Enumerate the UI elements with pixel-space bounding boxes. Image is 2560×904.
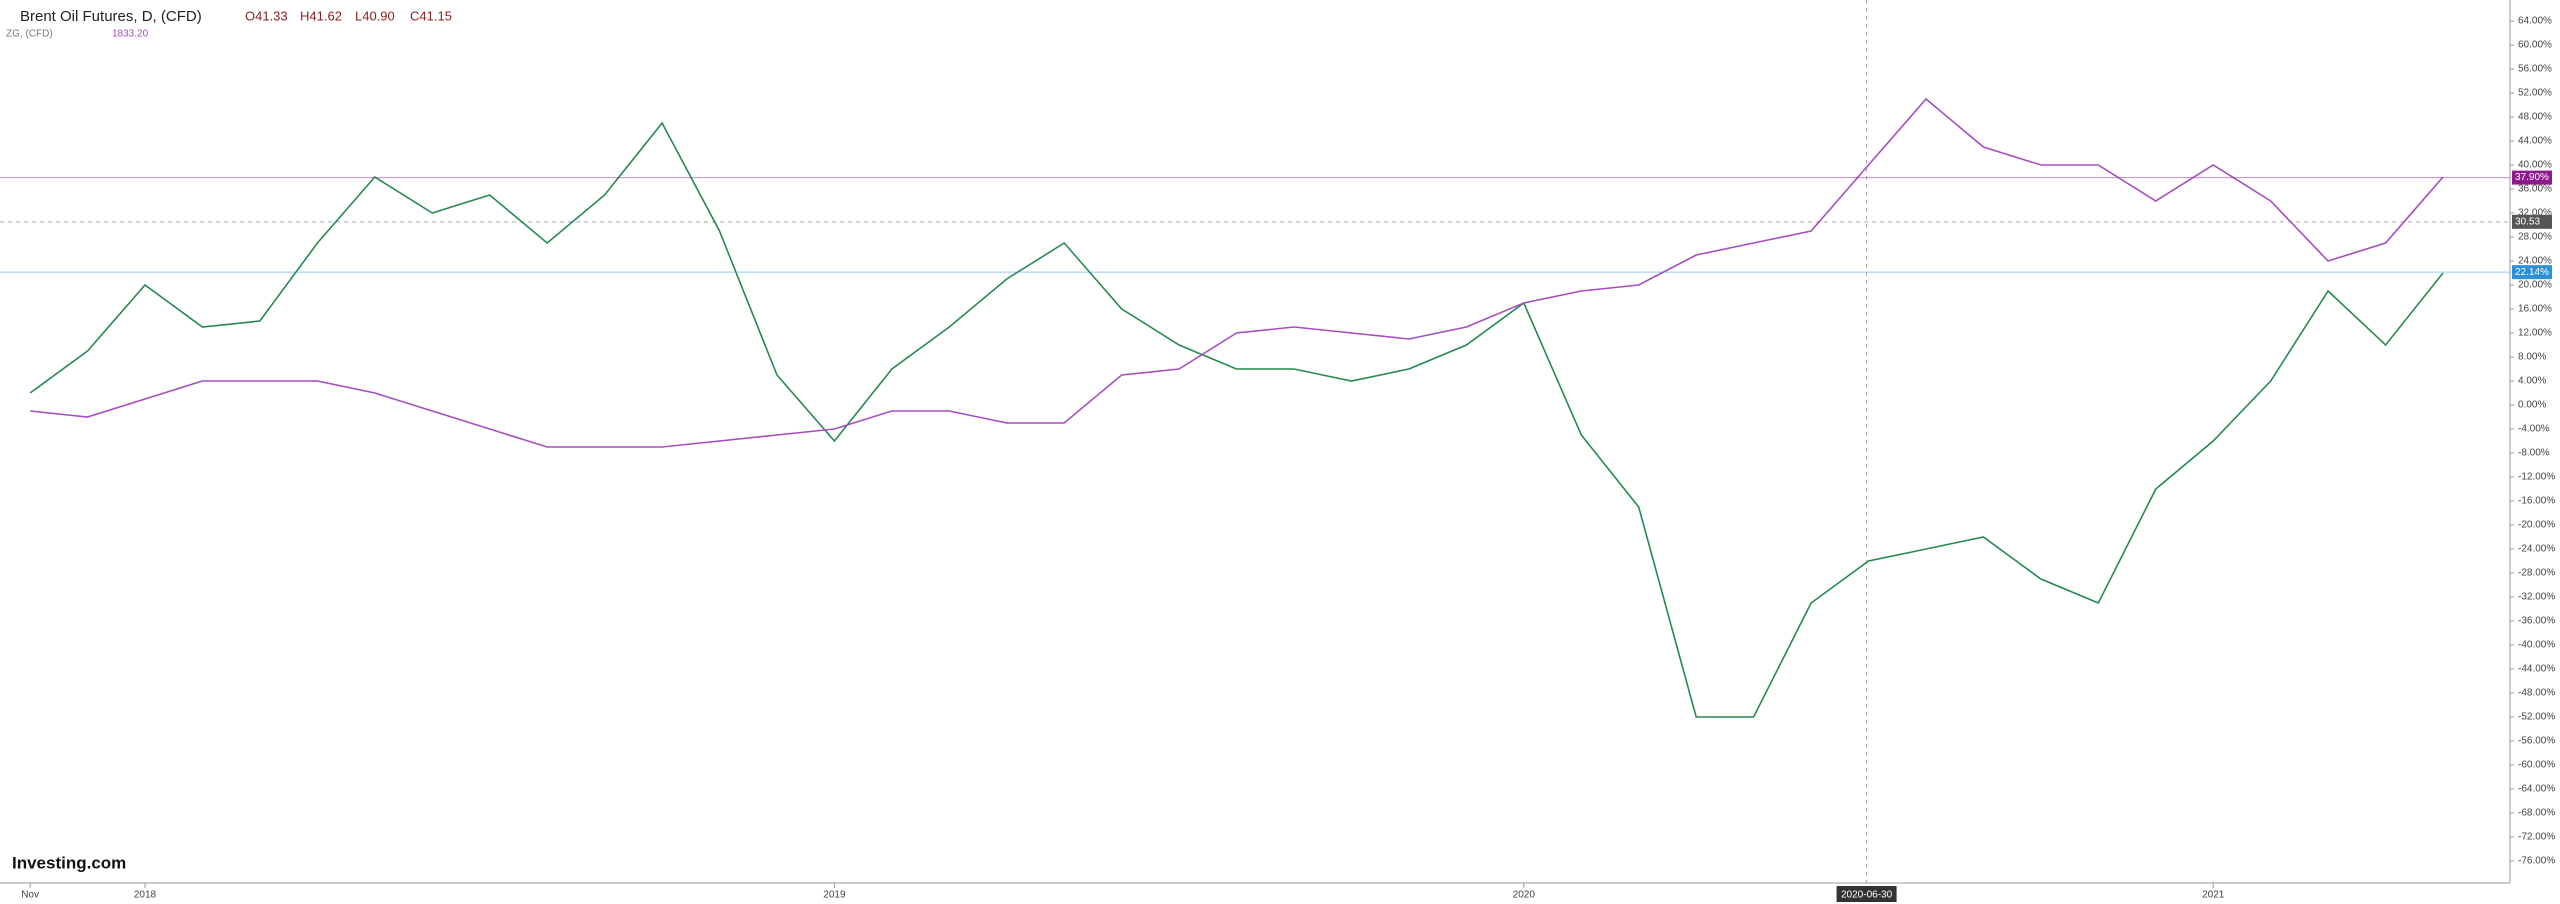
- y-tick-label: 56.00%: [2518, 64, 2552, 75]
- y-tick-label: -72.00%: [2518, 832, 2555, 843]
- y-tick-label: 16.00%: [2518, 304, 2552, 315]
- price-label: 37.90%: [2515, 172, 2549, 183]
- y-tick-label: -60.00%: [2518, 760, 2555, 771]
- compare-title: ZG, (CFD): [6, 29, 53, 40]
- y-tick-label: -20.00%: [2518, 520, 2555, 531]
- price-box: [2512, 265, 2552, 280]
- y-tick-label: -16.00%: [2518, 496, 2555, 507]
- y-tick-label: 24.00%: [2518, 256, 2552, 267]
- x-tick-label: 2019: [823, 890, 846, 901]
- price-box: [2512, 214, 2552, 229]
- y-tick-label: -32.00%: [2518, 592, 2555, 603]
- y-tick-label: 4.00%: [2518, 376, 2546, 387]
- x-tick-label: 2018: [134, 890, 157, 901]
- y-tick-label: -68.00%: [2518, 808, 2555, 819]
- price-label: 22.14%: [2515, 267, 2549, 278]
- y-tick-label: -36.00%: [2518, 616, 2555, 627]
- y-tick-label: 44.00%: [2518, 136, 2552, 147]
- x-tick-label: 2021: [2202, 890, 2225, 901]
- compare-value: 1833.20: [112, 29, 149, 40]
- y-tick-label: -40.00%: [2518, 640, 2555, 651]
- y-tick-label: 60.00%: [2518, 40, 2552, 51]
- y-tick-label: 0.00%: [2518, 400, 2546, 411]
- x-tick-label: 2020: [1513, 890, 1536, 901]
- y-tick-label: -64.00%: [2518, 784, 2555, 795]
- y-tick-label: -8.00%: [2518, 448, 2550, 459]
- y-tick-label: 40.00%: [2518, 160, 2552, 171]
- series-line: [30, 97, 2444, 448]
- y-tick-label: 20.00%: [2518, 280, 2552, 291]
- y-tick-label: 52.00%: [2518, 88, 2552, 99]
- x-tick-label: Nov: [21, 890, 39, 901]
- series-line: [29, 121, 2444, 718]
- ohlc-low: L40.90: [355, 8, 395, 23]
- ohlc-close: C41.15: [410, 8, 452, 23]
- y-tick-label: -4.00%: [2518, 424, 2550, 435]
- y-tick-label: -12.00%: [2518, 472, 2555, 483]
- y-tick-label: 48.00%: [2518, 112, 2552, 123]
- crosshair-box: [1836, 886, 1897, 902]
- price-box: [2512, 170, 2552, 185]
- y-tick-label: -56.00%: [2518, 736, 2555, 747]
- y-tick-label: 12.00%: [2518, 328, 2552, 339]
- chart-title: Brent Oil Futures, D, (CFD): [20, 8, 202, 25]
- y-tick-label: 36.00%: [2518, 184, 2552, 195]
- y-tick-label: -28.00%: [2518, 568, 2555, 579]
- y-tick-label: -52.00%: [2518, 712, 2555, 723]
- price-label: 30.53: [2515, 216, 2540, 227]
- y-tick-label: -44.00%: [2518, 664, 2555, 675]
- y-tick-label: 64.00%: [2518, 16, 2552, 27]
- y-tick-label: -48.00%: [2518, 688, 2555, 699]
- y-tick-label: 32.00%: [2518, 208, 2552, 219]
- y-tick-label: 28.00%: [2518, 232, 2552, 243]
- ohlc-high: H41.62: [300, 8, 342, 23]
- y-tick-label: -24.00%: [2518, 544, 2555, 555]
- y-tick-label: -76.00%: [2518, 856, 2555, 867]
- y-tick-label: 8.00%: [2518, 352, 2546, 363]
- crosshair-label: 2020-06-30: [1841, 890, 1893, 901]
- ohlc-open: O41.33: [245, 8, 288, 23]
- logo: Investing.com: [12, 853, 126, 872]
